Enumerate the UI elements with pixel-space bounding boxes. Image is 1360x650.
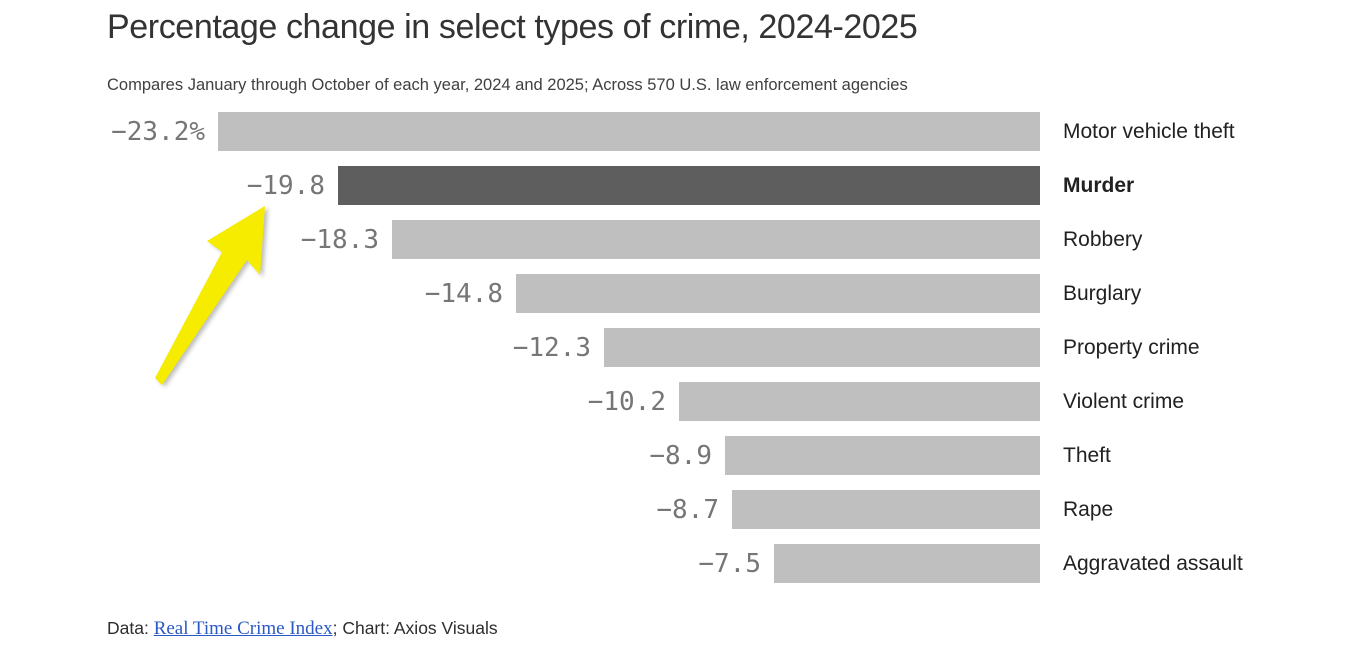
page-title: Percentage change in select types of cri… — [107, 8, 918, 46]
category-label: Property crime — [1063, 336, 1200, 359]
source-link[interactable]: Real Time Crime Index — [153, 618, 333, 639]
category-label: Motor vehicle theft — [1063, 120, 1235, 143]
bar-value-label: −19.8 — [246, 170, 325, 201]
bar — [732, 490, 1040, 529]
category-label: Murder — [1063, 174, 1135, 197]
bar-value-label: −7.5 — [698, 548, 761, 579]
bar-chart: −23.2% Motor vehicle theft −19.8 Murder … — [0, 112, 1360, 592]
bar-row: −8.7 Rape — [0, 490, 1360, 529]
bar — [392, 220, 1040, 259]
category-label: Theft — [1063, 444, 1111, 467]
bar-value-label: −8.9 — [649, 440, 712, 471]
bar — [516, 274, 1040, 313]
chart-subtitle: Compares January through October of each… — [107, 76, 908, 94]
source-suffix: ; Chart: Axios Visuals — [332, 618, 498, 638]
category-label: Robbery — [1063, 228, 1143, 251]
bar-row: −23.2% Motor vehicle theft — [0, 112, 1360, 151]
bar-row: −10.2 Violent crime — [0, 382, 1360, 421]
bar — [725, 436, 1040, 475]
bar-value-label: −8.7 — [656, 494, 719, 525]
category-label: Aggravated assault — [1063, 552, 1243, 575]
category-label: Violent crime — [1063, 390, 1184, 413]
bar-row: −19.8 Murder — [0, 166, 1360, 205]
bar-value-label: −10.2 — [587, 386, 666, 417]
bar — [218, 112, 1040, 151]
source-line: Data: Real Time Crime Index; Chart: Axio… — [107, 618, 498, 640]
bar — [774, 544, 1040, 583]
bar-value-label: −18.3 — [300, 224, 379, 255]
bar-value-label: −12.3 — [512, 332, 591, 363]
bar-row: −18.3 Robbery — [0, 220, 1360, 259]
bar-row: −8.9 Theft — [0, 436, 1360, 475]
bar — [679, 382, 1040, 421]
bar-value-label: −14.8 — [424, 278, 503, 309]
bar — [604, 328, 1040, 367]
bar-row: −14.8 Burglary — [0, 274, 1360, 313]
category-label: Rape — [1063, 498, 1114, 521]
bar-value-label: −23.2% — [111, 116, 205, 147]
bar-row: −12.3 Property crime — [0, 328, 1360, 367]
category-label: Burglary — [1063, 282, 1142, 305]
bar — [338, 166, 1040, 205]
bar-row: −7.5 Aggravated assault — [0, 544, 1360, 583]
source-prefix: Data: — [107, 618, 154, 638]
